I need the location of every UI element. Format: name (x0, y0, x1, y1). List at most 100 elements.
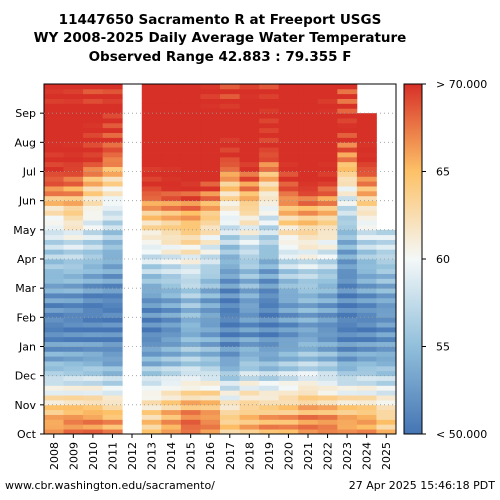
heatmap-cell (278, 293, 299, 299)
heatmap-cell (141, 278, 162, 284)
heatmap-cell (102, 370, 123, 377)
heatmap-cell (317, 327, 338, 333)
heatmap-cell (102, 132, 123, 138)
heatmap-cell (63, 205, 84, 211)
heatmap-cell (239, 293, 260, 299)
heatmap-cell (161, 84, 182, 90)
heatmap-cell (239, 283, 260, 289)
heatmap-cell (278, 210, 299, 216)
heatmap-cell (161, 370, 182, 377)
heatmap-cell (337, 156, 358, 163)
heatmap-cell (356, 239, 377, 245)
heatmap-cell (317, 210, 338, 216)
heatmap-cell (141, 429, 162, 435)
heatmap-cell (356, 122, 377, 129)
heatmap-cell (102, 166, 123, 172)
heatmap-cell (83, 356, 104, 362)
heatmap-cell (337, 229, 358, 236)
heatmap-cell (239, 132, 260, 138)
heatmap-cell (200, 404, 221, 411)
heatmap-cell (239, 361, 260, 367)
heatmap-cell (180, 156, 201, 163)
heatmap-cell (83, 215, 104, 221)
heatmap-cell (200, 302, 221, 309)
heatmap-cell (83, 224, 104, 231)
heatmap-cell (102, 273, 123, 279)
heatmap-cell (376, 234, 397, 240)
heatmap-cell (63, 259, 84, 265)
x-tick-label: 2009 (67, 442, 80, 470)
heatmap-cell (356, 224, 377, 231)
heatmap-cell (356, 365, 377, 372)
heatmap-cell (180, 380, 201, 386)
heatmap-cell (278, 404, 299, 411)
heatmap-cell (44, 93, 64, 99)
heatmap-cell (278, 122, 299, 129)
heatmap-cell (239, 108, 260, 114)
heatmap-cell (83, 273, 104, 279)
heatmap-cell (141, 273, 162, 279)
heatmap-cell (259, 88, 280, 95)
heatmap-cell (298, 229, 319, 236)
heatmap-cell (239, 234, 260, 240)
heatmap-cell (220, 215, 240, 221)
heatmap-cell (220, 351, 240, 357)
heatmap-cell (356, 409, 377, 415)
heatmap-cell (278, 244, 299, 250)
heatmap-cell (161, 254, 182, 260)
heatmap-cell (259, 390, 280, 396)
heatmap-cell (102, 195, 123, 202)
heatmap-cell (278, 229, 299, 236)
heatmap-cell (259, 297, 280, 304)
heatmap-cell (239, 259, 260, 265)
heatmap-cell (278, 239, 299, 245)
heatmap-cell (259, 414, 280, 420)
heatmap-cell (180, 161, 201, 168)
heatmap-cell (83, 297, 104, 304)
heatmap-cell (298, 224, 319, 231)
heatmap-cell (200, 380, 221, 386)
heatmap-cell (63, 156, 84, 163)
heatmap-cell (259, 186, 280, 192)
heatmap-cell (180, 356, 201, 362)
heatmap-cell (278, 249, 299, 255)
heatmap-cell (161, 171, 182, 177)
heatmap-cell (161, 331, 182, 338)
heatmap-cell (44, 161, 64, 168)
heatmap-cell (102, 122, 123, 129)
heatmap-cell (83, 429, 104, 435)
heatmap-cell (259, 176, 280, 182)
heatmap-cell (337, 312, 358, 318)
heatmap-cell (239, 302, 260, 309)
heatmap-cell (278, 322, 299, 328)
heatmap-cell (298, 122, 319, 129)
heatmap-cell (63, 419, 84, 425)
heatmap-cell (141, 307, 162, 313)
heatmap-cell (200, 278, 221, 284)
heatmap-cell (161, 98, 182, 104)
heatmap-cell (278, 365, 299, 372)
heatmap-cell (180, 108, 201, 114)
heatmap-cell (161, 356, 182, 362)
heatmap-cell (44, 113, 64, 119)
heatmap-cell (102, 278, 123, 284)
heatmap-cell (141, 341, 162, 347)
heatmap-cell (200, 200, 221, 206)
heatmap-cell (220, 142, 240, 148)
heatmap-cell (200, 103, 221, 109)
heatmap-cell (376, 268, 397, 274)
heatmap-cell (376, 395, 397, 401)
heatmap-cell (356, 356, 377, 362)
heatmap-cell (200, 273, 221, 279)
heatmap-cell (376, 263, 397, 270)
heatmap-cell (239, 385, 260, 391)
heatmap-cell (102, 113, 123, 119)
heatmap-cell (180, 88, 201, 95)
heatmap-cell (376, 322, 397, 328)
heatmap-cell (63, 361, 84, 367)
heatmap-cell (83, 176, 104, 182)
heatmap-cell (356, 132, 377, 138)
heatmap-cell (356, 322, 377, 328)
heatmap-cell (259, 424, 280, 430)
heatmap-cell (259, 224, 280, 231)
